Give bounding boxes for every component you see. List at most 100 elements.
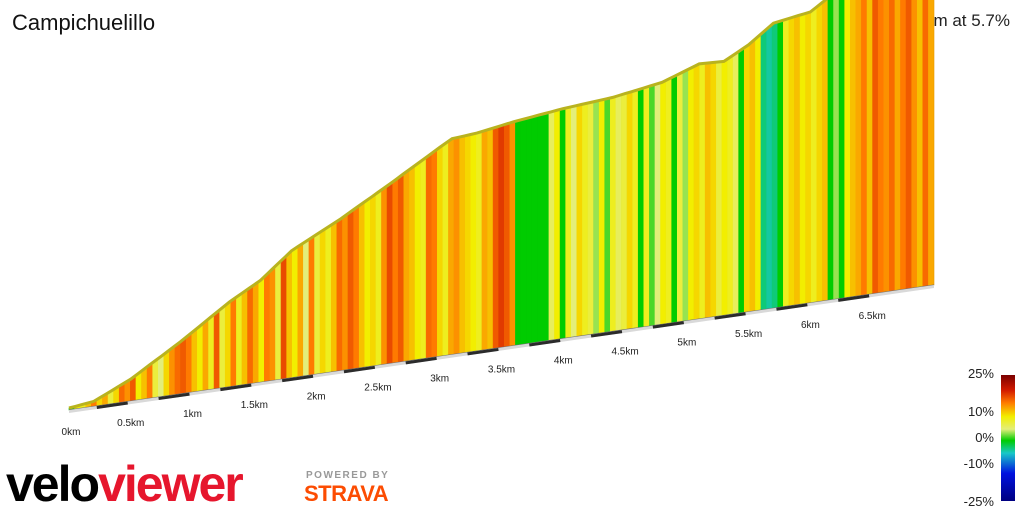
gradient-slice (280, 254, 287, 380)
gradient-slice (219, 304, 226, 389)
gradient-slice (582, 102, 589, 337)
gradient-slice (364, 197, 371, 368)
gradient-slice (375, 189, 382, 366)
gradient-slice (615, 94, 622, 332)
gradient-slice (258, 276, 265, 383)
gradient-slice (922, 0, 929, 287)
distance-label: 1km (183, 409, 202, 420)
gradient-slice (526, 116, 533, 345)
gradient-slice (704, 62, 712, 319)
gradient-slice (520, 117, 527, 346)
gradient-slice (844, 0, 851, 299)
gradient-slice (286, 249, 293, 379)
legend-tick-10: 10% (967, 404, 994, 419)
gradient-slice (543, 111, 550, 342)
legend-tick-minus-25: -25% (963, 494, 994, 509)
gradient-slice (894, 0, 901, 291)
gradient-legend-bar (1001, 375, 1015, 501)
gradient-slice (403, 168, 410, 362)
gradient-slice (157, 353, 165, 398)
gradient-slice (749, 38, 756, 312)
gradient-slice (805, 10, 812, 304)
gradient-slice (230, 296, 237, 387)
distance-marker (714, 312, 746, 320)
gradient-slice (208, 313, 215, 391)
gradient-slice (531, 114, 539, 344)
page-title: Campichuelillo (12, 10, 156, 35)
gradient-slice (185, 331, 193, 394)
gradient-slice (688, 66, 695, 321)
gradient-slice (548, 110, 555, 341)
svg-text:veloviewer: veloviewer (6, 456, 243, 509)
gradient-slice (236, 292, 243, 387)
legend-tick-minus-10: -10% (963, 456, 994, 471)
gradient-slice (671, 74, 678, 324)
veloviewer-logo: veloviewer (6, 456, 245, 509)
gradient-slice (264, 270, 271, 383)
gradient-slice (665, 77, 673, 325)
gradient-slice (799, 12, 806, 305)
gradient-slice (431, 148, 438, 358)
distance-marker (529, 339, 561, 347)
gradient-slice (275, 260, 282, 381)
gradient-slice (414, 160, 421, 361)
gradient-slice (816, 1, 823, 303)
gradient-slice (643, 85, 650, 328)
legend-tick-25: 25% (967, 366, 994, 381)
veloviewer-logo-part-viewer: viewer (98, 456, 243, 509)
gradient-slice (269, 265, 276, 382)
gradient-slice (425, 152, 433, 359)
gradient-slice (420, 156, 427, 360)
distance-label: 5.5km (735, 329, 762, 340)
gradient-slice (152, 357, 159, 399)
gradient-slice (833, 0, 840, 300)
gradient-slice (877, 0, 885, 294)
gradient-slice (716, 61, 723, 317)
gradient-slice (191, 327, 198, 393)
distance-label: 6.5km (859, 311, 886, 322)
elevation-profile-chart: 0km 0.5km 1km 1.5km 2km 2.5km 3km 3.5km 4km 4.5km… (62, 0, 935, 438)
gradient-slice (598, 98, 606, 334)
gradient-slice (788, 16, 795, 307)
gradient-slice (660, 79, 667, 325)
gradient-slice (760, 28, 767, 311)
gradient-slice (570, 105, 578, 338)
distance-marker (158, 392, 190, 401)
gradient-slice (710, 61, 717, 318)
gradient-slice (861, 0, 868, 296)
veloviewer-logo-part-velo: velo (6, 456, 99, 509)
gradient-slice (459, 135, 466, 354)
gradient-slice (928, 0, 935, 287)
gradient-slice (872, 0, 879, 295)
distance-marker (343, 365, 376, 374)
gradient-slice (392, 177, 399, 364)
gradient-slice (381, 185, 388, 366)
gradient-slice (771, 21, 779, 309)
gradient-slice (319, 228, 327, 375)
branding: veloviewer POWERED BY STRAVA (6, 456, 389, 509)
gradient-slice (621, 92, 628, 331)
gradient-slice (593, 100, 600, 335)
gradient-slice (481, 129, 488, 351)
distance-marker (220, 383, 252, 392)
distance-labels: 0km 0.5km 1km 1.5km 2km 2.5km 3km 3.5km 4km 4.5km… (62, 311, 886, 438)
gradient-slice (838, 0, 846, 300)
gradient-slice (291, 246, 299, 379)
distance-label: 0km (62, 427, 81, 438)
distance-label: 6km (801, 320, 820, 331)
gradient-slice (559, 107, 566, 340)
powered-by-label: POWERED BY (306, 470, 389, 481)
gradient-slice (252, 280, 260, 384)
gradient-slice (241, 288, 248, 386)
gradient-slice (163, 349, 170, 397)
gradient-slice (866, 0, 873, 296)
gradient-slice (180, 336, 187, 395)
gradient-slice (743, 43, 751, 313)
distance-label: 4km (554, 356, 573, 367)
gradient-slice (303, 238, 310, 377)
gradient-slice (682, 68, 689, 322)
gradient-slice (213, 309, 220, 390)
distance-label: 3km (430, 373, 449, 384)
gradient-slice (855, 0, 862, 297)
gradient-slice (515, 119, 522, 346)
